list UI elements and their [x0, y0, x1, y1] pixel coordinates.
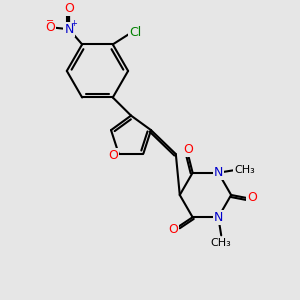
Text: Cl: Cl: [129, 26, 141, 39]
Text: O: O: [168, 223, 178, 236]
Text: CH₃: CH₃: [234, 165, 255, 175]
Text: O: O: [247, 191, 257, 204]
Text: O: O: [45, 21, 55, 34]
Text: O: O: [183, 143, 193, 156]
Text: N: N: [214, 211, 223, 224]
Text: +: +: [70, 19, 77, 28]
Text: N: N: [64, 23, 74, 36]
Text: −: −: [46, 16, 54, 26]
Text: N: N: [214, 166, 223, 179]
Text: CH₃: CH₃: [211, 238, 232, 248]
Text: O: O: [64, 2, 74, 15]
Text: O: O: [109, 149, 118, 162]
